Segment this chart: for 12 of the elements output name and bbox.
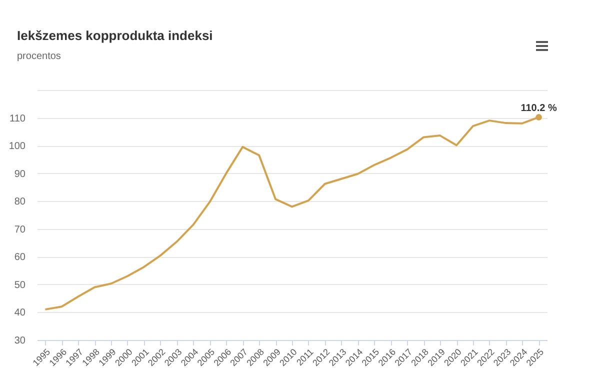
y-tick-label: 40 <box>14 308 26 319</box>
y-tick-label: 30 <box>14 336 26 346</box>
y-tick-label: 100 <box>8 141 26 152</box>
y-tick-label: 60 <box>14 252 26 264</box>
chart-title: Iekšzemes kopprodukta indeksi <box>17 28 213 43</box>
y-tick-label: 80 <box>14 196 26 208</box>
y-tick-label: 50 <box>14 280 26 291</box>
y-tick-label: 70 <box>14 224 26 236</box>
chart-subtitle: procentos <box>17 51 61 62</box>
y-tick-label: 110 <box>10 113 26 124</box>
y-tick-label: 90 <box>14 168 26 180</box>
annotation: 110.2 % <box>520 103 557 114</box>
